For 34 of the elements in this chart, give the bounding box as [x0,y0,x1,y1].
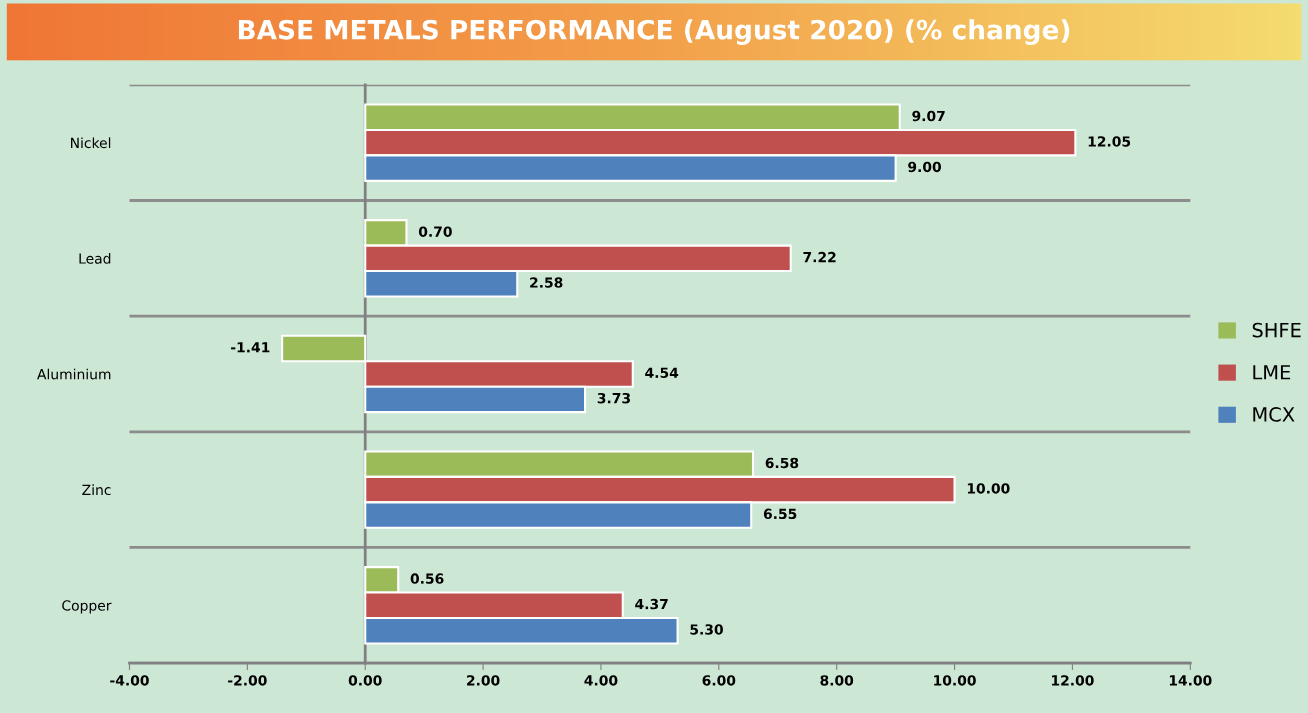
y-tick-label: Aluminium [37,368,111,380]
y-tick-label: Zinc [82,484,111,496]
x-tick-label: 2.00 [467,675,500,686]
data-label: 6.55 [763,508,797,520]
data-label: 5.30 [690,624,723,635]
data-label: 4.54 [645,367,679,378]
chart-title: BASE METALS PERFORMANCE (August 2020) (% change) [238,19,1070,45]
data-label: 6.58 [765,457,799,469]
y-tick-label: Lead [79,253,111,264]
x-tick-label: 10.00 [934,675,976,686]
data-label: 4.37 [635,598,668,610]
x-tick-label: 14.00 [1169,675,1212,686]
y-tick-label: Nickel [71,137,111,149]
data-label: 3.73 [597,392,630,404]
data-label: 9.07 [912,110,945,122]
data-label: 0.70 [418,226,452,237]
x-tick-label: 0.00 [348,675,382,686]
data-label: 0.56 [410,573,444,584]
x-tick-label: -4.00 [110,675,149,686]
x-tick-label: -2.00 [228,675,267,686]
x-tick-label: 8.00 [820,675,854,686]
data-label: 9.00 [908,161,942,173]
x-tick-label: 12.00 [1052,675,1094,686]
legend-label: LME [1253,365,1291,380]
data-label: 2.58 [530,277,563,288]
data-label: 10.00 [967,483,1010,494]
y-tick-label: Copper [62,600,112,614]
x-tick-label: 6.00 [702,675,736,686]
data-label: -1.41 [231,342,270,353]
legend-label: SHFE [1252,322,1301,338]
legend-label: MCX [1253,407,1295,422]
data-label: 7.22 [803,251,836,263]
data-label: 12.05 [1088,136,1131,147]
x-tick-label: 4.00 [584,675,618,686]
